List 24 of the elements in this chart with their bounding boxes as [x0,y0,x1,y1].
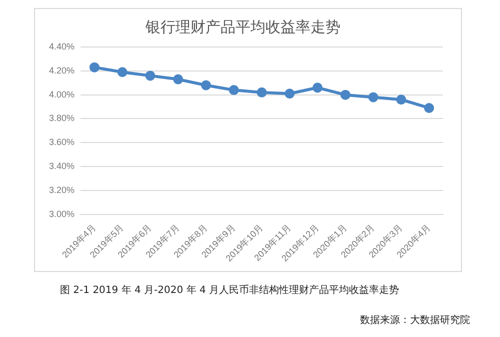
y-tick-label: 3.60% [48,137,75,148]
y-tick-label: 3.20% [48,184,75,195]
y-tick-label: 3.40% [48,161,75,172]
caption: 图 2-1 2019 年 4 月-2020 年 4 月人民币非结构性理财产品平均收益率走势 [60,284,399,297]
point [368,92,378,102]
point [145,70,156,81]
y-tick-label: 3.00% [48,208,75,219]
point [89,62,100,72]
point [312,82,323,93]
point [200,80,211,90]
y-tick-label: 4.40% [48,41,75,52]
source-note: 数据来源：大数据研究院 [360,314,470,327]
point [256,87,267,98]
chart-title: 银行理财产品平均收益率走势 [144,18,340,36]
point [173,74,184,84]
y-tick-label: 4.00% [48,89,75,100]
point [117,67,128,78]
point [396,94,406,105]
y-tick-label: 4.20% [48,65,75,76]
point [284,88,295,99]
point [340,90,350,100]
point [228,85,239,96]
y-tick-label: 3.80% [48,113,75,124]
point [424,102,434,113]
